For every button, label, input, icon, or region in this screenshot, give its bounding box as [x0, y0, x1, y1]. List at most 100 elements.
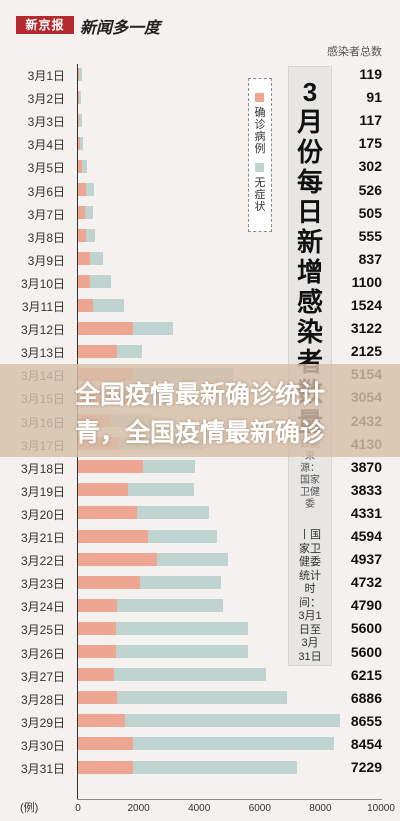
date-label: 3月19日	[20, 484, 65, 499]
x-axis-line	[77, 799, 382, 800]
legend-confirmed-label: 确诊病例	[254, 107, 266, 155]
bar-asymptomatic	[79, 113, 82, 127]
bar-confirmed	[78, 529, 148, 543]
date-label: 3月29日	[20, 715, 65, 730]
bar-confirmed	[78, 552, 157, 566]
total-value: 91	[366, 89, 382, 106]
x-axis-unit: (例)	[20, 802, 39, 814]
bar-confirmed	[78, 183, 86, 196]
date-label: 3月10日	[20, 276, 65, 291]
total-value: 117	[359, 112, 382, 129]
bar-asymptomatic	[137, 506, 210, 520]
x-tick-label: 0	[75, 803, 81, 814]
bar-confirmed	[78, 621, 116, 635]
date-label: 3月7日	[27, 207, 65, 222]
date-label: 3月5日	[27, 161, 65, 176]
total-value: 5600	[350, 643, 382, 660]
bar-asymptomatic	[117, 344, 143, 358]
total-value: 2125	[350, 343, 382, 360]
date-label: 3月9日	[27, 253, 65, 268]
total-value: 175	[358, 135, 382, 152]
total-value: 505	[358, 204, 382, 221]
total-value: 4732	[350, 574, 382, 591]
total-value: 1100	[351, 273, 382, 290]
bar-confirmed	[78, 344, 118, 358]
bar-asymptomatic	[116, 691, 287, 705]
bar-asymptomatic	[85, 206, 94, 220]
bar-asymptomatic	[81, 159, 88, 173]
bar-confirmed	[78, 460, 144, 474]
bar-confirmed	[78, 321, 133, 335]
total-value: 8454	[350, 735, 382, 752]
bar-asymptomatic	[85, 183, 94, 196]
date-label: 3月4日	[27, 138, 65, 153]
bar-confirmed	[78, 252, 90, 266]
total-value: 3833	[350, 481, 382, 498]
bar-asymptomatic	[93, 298, 125, 312]
legend: 确诊病例 无症状	[248, 78, 272, 232]
bar-confirmed	[78, 275, 91, 289]
total-value: 4594	[350, 528, 382, 544]
bar-asymptomatic	[89, 252, 104, 266]
bar-confirmed	[78, 575, 141, 589]
headline-text: 全国疫情最新确诊统计 青，全国疫情最新确诊	[0, 376, 400, 452]
date-label: 3月6日	[27, 184, 65, 199]
total-value: 526	[358, 181, 382, 198]
bar-asymptomatic	[127, 483, 195, 497]
date-label: 3月18日	[20, 461, 65, 476]
bar-asymptomatic	[90, 275, 112, 289]
column-name: 新闻多一度	[80, 18, 161, 37]
bar-asymptomatic	[115, 645, 248, 658]
date-label: 3月3日	[27, 115, 65, 130]
total-value: 5600	[350, 620, 382, 637]
total-value: 7229	[350, 759, 382, 775]
total-value: 119	[359, 66, 382, 82]
date-label: 3月23日	[20, 577, 65, 592]
totals-header: 感染者总数	[327, 46, 382, 58]
bar-asymptomatic	[117, 598, 224, 612]
bar-confirmed	[78, 691, 117, 705]
legend-confirmed-swatch	[255, 93, 264, 102]
bar-asymptomatic	[85, 229, 95, 243]
total-value: 4790	[350, 597, 382, 614]
bar-confirmed	[78, 136, 80, 150]
bar-confirmed	[78, 206, 86, 220]
date-label: 3月31日	[20, 762, 65, 776]
x-tick-label: 4000	[188, 803, 211, 814]
date-label: 3月22日	[20, 554, 65, 569]
date-label: 3月12日	[20, 323, 65, 338]
total-value: 4331	[350, 504, 382, 521]
bar-confirmed	[78, 598, 118, 612]
bar-asymptomatic	[132, 737, 335, 751]
header: 新京报 新闻多一度	[0, 0, 400, 38]
total-value: 837	[358, 250, 382, 267]
bar-confirmed	[78, 67, 79, 81]
legend-asymptomatic-swatch	[255, 163, 264, 172]
x-tick-label: 10000	[367, 803, 395, 814]
bar-confirmed	[78, 483, 128, 497]
bar-confirmed	[78, 737, 133, 751]
bar-asymptomatic	[115, 621, 248, 635]
bar-confirmed	[78, 645, 116, 658]
date-label: 3月21日	[20, 531, 65, 545]
date-label: 3月30日	[20, 738, 65, 753]
date-label: 3月24日	[20, 600, 65, 615]
bar-confirmed	[78, 298, 94, 312]
date-label: 3月1日	[27, 69, 65, 83]
bar-confirmed	[78, 159, 82, 173]
x-tick-label: 8000	[309, 803, 332, 814]
stat-time-note: 丨国家卫健委 统计时间：3月1日至3月31日	[298, 529, 322, 663]
date-label: 3月8日	[27, 230, 65, 245]
total-value: 4937	[350, 551, 382, 568]
date-label: 3月13日	[20, 346, 65, 361]
x-tick-label: 2000	[127, 803, 150, 814]
bar-confirmed	[78, 714, 126, 728]
bar-asymptomatic	[143, 460, 196, 474]
bar-asymptomatic	[114, 668, 267, 682]
total-value: 6215	[350, 666, 382, 683]
bar-asymptomatic	[147, 529, 218, 543]
total-value: 1524	[350, 297, 382, 313]
bar-confirmed	[78, 90, 79, 104]
total-value: 8655	[350, 712, 382, 729]
headline-overlay	[0, 364, 400, 457]
